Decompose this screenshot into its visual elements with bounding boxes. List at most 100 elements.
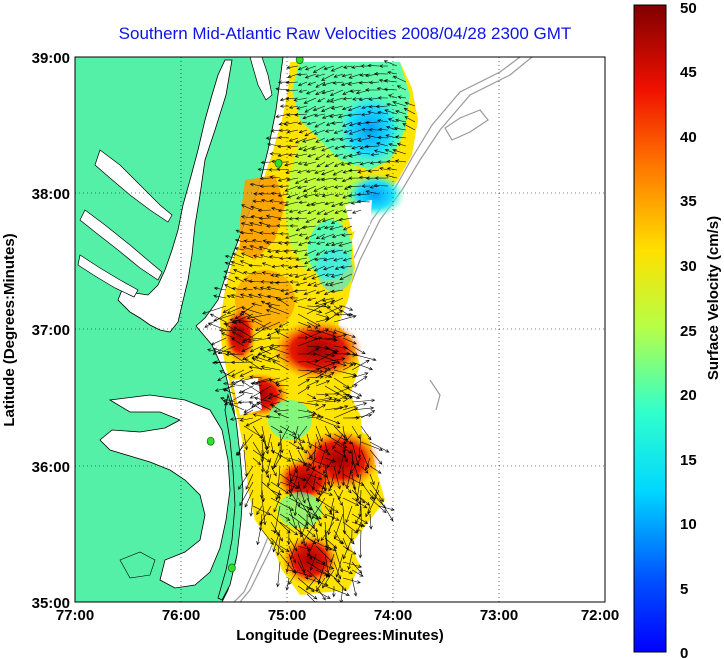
velocity-vector	[369, 441, 390, 453]
velocity-vector	[306, 441, 331, 456]
x-tick-label: 76:00	[162, 607, 200, 624]
x-axis-ticks: 77:00 76:00 75:00 74:00 73:00 72:00	[56, 607, 619, 624]
velocity-vector	[273, 497, 281, 513]
velocity-vector	[241, 306, 263, 315]
velocity-vector	[278, 200, 290, 205]
velocity-vector	[270, 343, 290, 348]
velocity-vector	[286, 193, 299, 199]
velocity-vector	[364, 144, 380, 149]
radar-stations	[206, 57, 304, 573]
velocity-vector	[360, 410, 376, 419]
velocity-vector	[230, 360, 254, 365]
velocity-vector	[378, 505, 395, 511]
velocity-vector	[298, 241, 308, 246]
velocity-vector	[226, 351, 245, 363]
velocity-vector	[315, 425, 323, 443]
velocity-vector	[286, 529, 291, 546]
velocity-vector	[294, 137, 308, 144]
velocity-vector	[379, 64, 389, 68]
velocity-vector	[369, 497, 387, 514]
velocity-vector	[386, 102, 398, 107]
velocity-vector	[315, 404, 327, 411]
velocity-vector	[220, 332, 236, 339]
velocity-vector	[234, 247, 245, 251]
velocity-vector	[331, 201, 344, 208]
velocity-vector	[270, 521, 283, 542]
velocity-vector	[342, 153, 353, 159]
velocity-vector	[364, 73, 380, 78]
velocity-vector	[315, 329, 337, 338]
velocity-vector	[368, 80, 380, 85]
velocity-vector	[219, 370, 236, 379]
velocity-vector	[332, 585, 336, 598]
velocity-vector	[243, 409, 254, 416]
velocity-vector	[315, 417, 341, 429]
velocity-vector	[239, 293, 254, 299]
velocity-vector	[330, 137, 344, 142]
velocity-vector	[333, 394, 350, 403]
velocity-vector	[333, 345, 349, 350]
velocity-vector	[403, 107, 416, 115]
station-marker	[206, 436, 215, 446]
velocity-vector	[323, 265, 335, 271]
velocity-vector	[305, 169, 317, 174]
velocity-vector	[230, 293, 245, 299]
velocity-vector	[251, 271, 263, 275]
velocity-vector	[239, 369, 254, 377]
velocity-vector	[211, 360, 236, 365]
velocity-vector	[315, 89, 326, 95]
velocity-vector	[278, 128, 290, 133]
velocity-vector	[266, 433, 272, 450]
velocity-vector	[297, 513, 319, 532]
velocity-vector	[308, 449, 317, 459]
velocity-vector	[316, 209, 326, 215]
velocity-vector	[333, 161, 344, 167]
velocity-vector	[237, 320, 254, 331]
velocity-vector	[283, 249, 299, 254]
velocity-vector	[329, 89, 344, 96]
velocity-vector	[239, 230, 254, 235]
velocity-vector	[294, 177, 308, 184]
velocity-vector	[342, 537, 349, 551]
velocity-vector	[343, 65, 353, 69]
velocity-vector	[224, 254, 236, 259]
velocity-vector	[334, 265, 344, 270]
velocity-vector	[387, 118, 398, 123]
velocity-vector	[337, 457, 344, 475]
velocity-vector	[295, 225, 308, 232]
velocity-vector	[252, 457, 262, 466]
velocity-vector	[231, 337, 245, 347]
velocity-vector	[379, 167, 389, 171]
velocity-vector	[230, 377, 254, 385]
velocity-vector	[351, 457, 360, 478]
velocity-vector	[298, 145, 308, 151]
velocity-vector	[334, 145, 344, 150]
velocity-vector	[330, 65, 344, 72]
velocity-vector	[321, 73, 335, 81]
velocity-vector	[324, 457, 337, 463]
velocity-vector	[267, 393, 281, 400]
velocity-vector	[259, 231, 272, 235]
velocity-vector	[276, 465, 281, 487]
velocity-vector	[298, 233, 308, 237]
velocity-vector	[260, 365, 281, 371]
velocity-vector	[297, 367, 321, 379]
velocity-vector	[231, 369, 245, 377]
colorbar-label: Surface Velocity (cm/s)	[705, 216, 722, 380]
velocity-vector	[373, 183, 389, 188]
velocity-vector	[306, 593, 317, 602]
velocity-vector	[306, 375, 324, 379]
velocity-vector	[306, 577, 329, 587]
velocity-vector	[342, 337, 357, 345]
velocity-vector	[311, 273, 326, 280]
velocity-vector	[297, 305, 323, 314]
velocity-vector	[278, 321, 290, 328]
velocity-vector	[224, 323, 236, 331]
velocity-vector	[302, 145, 317, 152]
velocity-vector	[258, 221, 272, 227]
velocity-vector	[315, 497, 339, 513]
velocity-vector	[304, 105, 317, 113]
velocity-vector	[302, 137, 317, 143]
velocity-vector	[316, 241, 326, 245]
velocity-vector	[342, 209, 353, 213]
